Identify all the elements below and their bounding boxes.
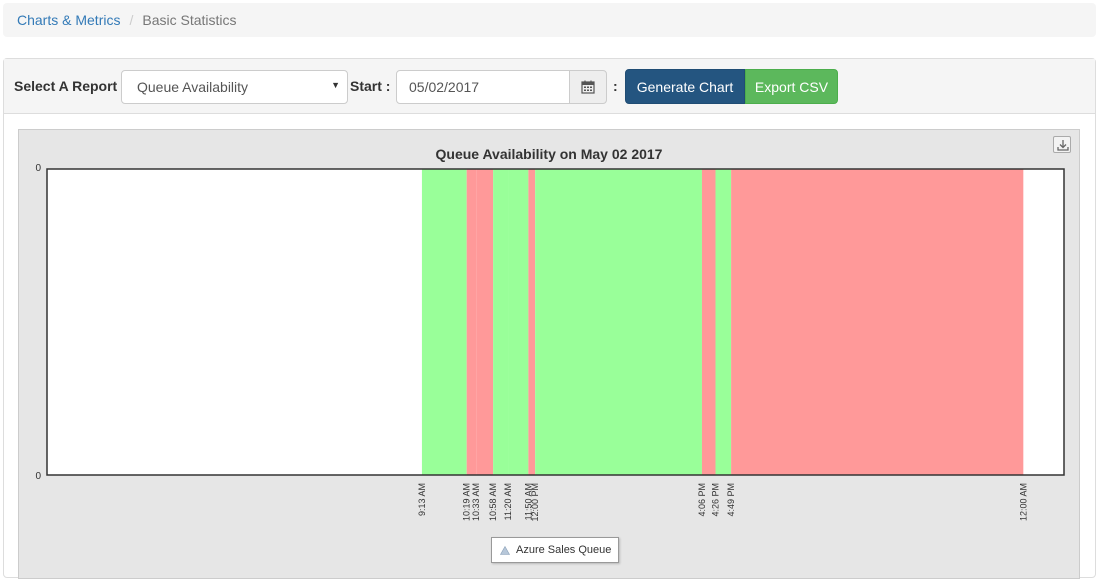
x-tick-label: 10:58 AM: [488, 483, 498, 521]
date-colon: :: [613, 78, 618, 94]
start-date-input[interactable]: 05/02/2017: [396, 70, 570, 104]
breadcrumb-link-charts-metrics[interactable]: Charts & Metrics: [17, 12, 121, 28]
availability-segment-unavailable: [701, 169, 716, 475]
x-tick-label: 4:26 PM: [711, 483, 721, 517]
availability-plot: 0 0 9:13 AM 10:19 AM 10:33 AM 10:58 AM 11:20 A…: [35, 163, 1065, 522]
caret-down-icon: ▼: [331, 80, 340, 90]
x-tick-label: 4:49 PM: [726, 483, 736, 517]
availability-segment-available: [421, 169, 467, 475]
availability-segment-available: [535, 169, 702, 475]
report-select[interactable]: Queue Availability ▼: [121, 70, 348, 104]
legend-series-name: Azure Sales Queue: [516, 544, 612, 556]
report-panel: Select A Report Queue Availability ▼ Sta…: [3, 58, 1096, 579]
breadcrumb: Charts & Metrics / Basic Statistics: [3, 3, 1096, 37]
start-label-colon: :: [385, 78, 391, 94]
chart-legend[interactable]: Azure Sales Queue: [491, 537, 619, 563]
breadcrumb-separator: /: [129, 12, 134, 28]
availability-segment-unavailable: [466, 169, 477, 475]
x-tick-label: 4:06 PM: [697, 483, 707, 517]
x-tick-label: 10:19 AM: [462, 483, 472, 521]
start-label-text: Start: [350, 78, 382, 94]
y-tick-label: 0: [35, 163, 41, 174]
availability-segment-available: [715, 169, 732, 475]
availability-segment-available: [508, 169, 529, 475]
chart-export-button[interactable]: [1053, 136, 1071, 153]
export-csv-button[interactable]: Export CSV: [745, 69, 838, 104]
calendar-button[interactable]: [569, 70, 607, 104]
report-select-label: Select A Report: [14, 78, 118, 94]
x-tick-label: 10:33 AM: [471, 483, 481, 521]
report-select-value: Queue Availability: [137, 79, 249, 95]
x-tick-label: 11:50 AM: [523, 483, 533, 520]
generate-chart-button[interactable]: Generate Chart: [625, 69, 745, 104]
plot-border: [46, 168, 1065, 476]
breadcrumb-current: Basic Statistics: [142, 12, 237, 28]
availability-segment-available: [493, 169, 509, 475]
x-tick-label: 12:00 PM: [530, 483, 540, 522]
chart-title: Queue Availability on May 02 2017: [435, 146, 663, 162]
x-tick-label: 9:13 AM: [417, 483, 427, 516]
report-toolbar: Select A Report Queue Availability ▼ Sta…: [4, 59, 1095, 114]
calendar-icon: [581, 80, 595, 94]
x-tick-label: 11:20 AM: [503, 483, 513, 520]
chart-container: Queue Availability on May 02 2017 0 0 9:13…: [18, 129, 1080, 579]
availability-segment-unavailable: [528, 169, 536, 475]
availability-segment-unavailable: [731, 169, 1024, 475]
triangle-icon: [499, 545, 511, 555]
x-tick-label: 12:00 AM: [1018, 483, 1028, 521]
start-label: Start :: [350, 78, 390, 94]
availability-segment-unavailable: [476, 169, 494, 475]
y-tick-label: 0: [35, 471, 41, 482]
download-icon: [1057, 140, 1069, 151]
